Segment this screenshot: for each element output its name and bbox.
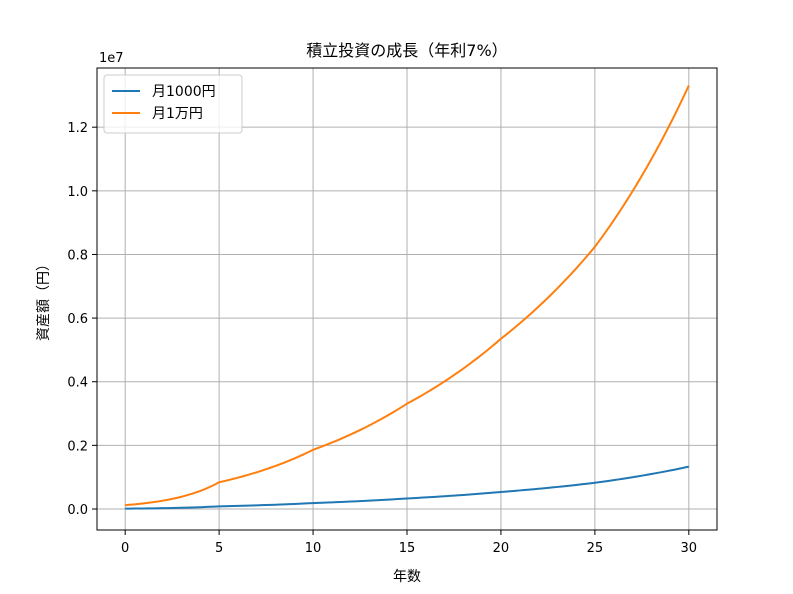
y-tick-label: 1.0 xyxy=(67,185,88,200)
y-axis-title: 資産額（円） xyxy=(36,257,52,341)
chart-title: 積立投資の成長（年利7%） xyxy=(306,41,507,60)
y-axis: 0.0 0.2 0.4 0.6 0.8 1.0 1.2 xyxy=(67,121,97,518)
legend-label: 月1万円 xyxy=(152,106,203,122)
x-tick-label: 25 xyxy=(587,541,604,556)
x-tick-label: 30 xyxy=(681,541,698,556)
y-offset-label: 1e7 xyxy=(99,51,124,66)
y-tick-label: 0.4 xyxy=(67,376,88,391)
series-lines xyxy=(125,85,690,510)
x-tick-label: 0 xyxy=(121,541,129,556)
y-tick-label: 0.0 xyxy=(67,503,88,518)
x-axis: 0 5 10 15 20 25 30 xyxy=(121,530,697,556)
y-tick-label: 0.2 xyxy=(67,439,88,454)
grid xyxy=(97,68,717,530)
x-tick-label: 15 xyxy=(399,541,416,556)
x-tick-label: 20 xyxy=(493,541,510,556)
y-tick-label: 0.6 xyxy=(67,312,88,327)
y-tick-label: 1.2 xyxy=(67,121,88,136)
y-tick-label: 0.8 xyxy=(67,248,88,263)
series-line xyxy=(125,465,690,510)
series-line xyxy=(125,85,690,507)
x-axis-title: 年数 xyxy=(393,569,421,585)
legend-label: 月1000円 xyxy=(152,84,216,100)
legend-box xyxy=(103,74,243,134)
x-tick-label: 10 xyxy=(305,541,322,556)
x-tick-label: 5 xyxy=(215,541,223,556)
